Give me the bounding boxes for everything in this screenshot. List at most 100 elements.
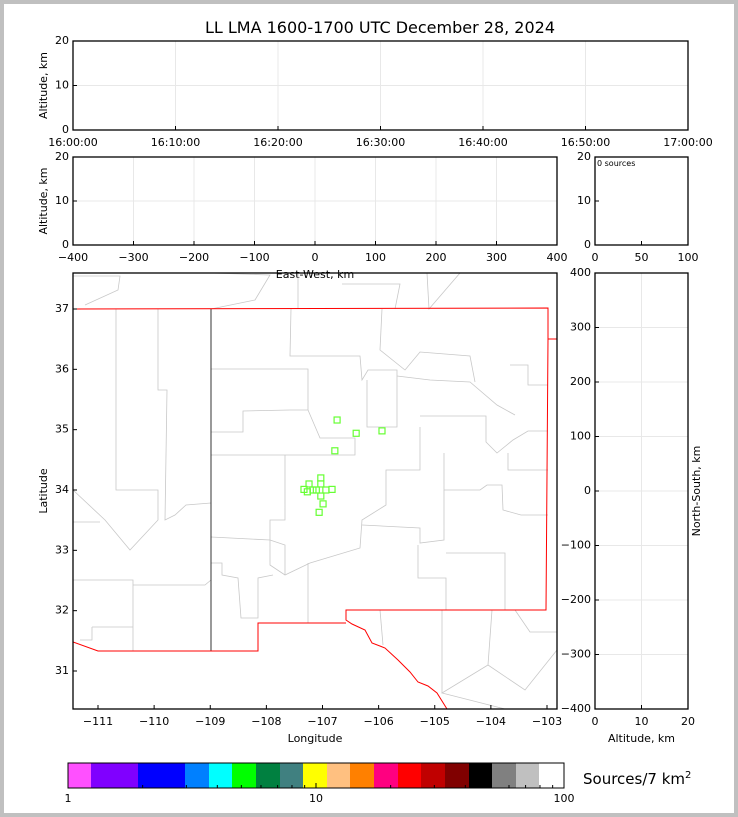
lightning-source-marker	[317, 492, 325, 500]
figure-canvas: LL LMA 1600-1700 UTC December 28, 2024 1…	[37, 18, 713, 805]
colorbar-segment	[398, 763, 421, 788]
y-tick-label: 20	[55, 150, 69, 163]
x-tick-label: 400	[547, 251, 568, 264]
x-tick-label: 100	[365, 251, 386, 264]
y-tick-label: 0	[62, 238, 69, 251]
county-boundary	[73, 275, 121, 306]
county-boundary	[507, 453, 548, 471]
x-tick-label: −105	[420, 715, 450, 728]
lightning-source-marker	[312, 486, 320, 494]
x-tick-label: −109	[195, 715, 225, 728]
red-boundary	[73, 622, 346, 652]
lightning-source-marker	[378, 427, 386, 435]
x-tick-label: 16:40:00	[458, 136, 507, 149]
y-tick-label: 0	[584, 484, 591, 497]
colorbar-tick-label: 1	[65, 792, 72, 805]
x-tick-label: −300	[118, 251, 148, 264]
x-tick-label: 16:30:00	[356, 136, 405, 149]
colorbar-label: Sources/7 km2	[583, 770, 691, 788]
x-tick-label: −108	[251, 715, 281, 728]
county-boundary	[510, 364, 548, 386]
county-boundary	[487, 649, 557, 691]
y-tick-label: 20	[577, 150, 591, 163]
x-tick-label: 20	[681, 715, 695, 728]
county-boundary	[73, 309, 159, 551]
county-boundary	[80, 627, 93, 641]
colorbar-segment	[421, 763, 445, 788]
lightning-source-marker	[331, 447, 339, 455]
county-boundary	[211, 368, 309, 433]
y-axis-label: Altitude, km	[37, 52, 50, 119]
axes-frame	[594, 156, 689, 246]
x-tick-label: 0	[592, 715, 599, 728]
y-tick-label: 100	[570, 430, 591, 443]
y-tick-label: −300	[561, 648, 591, 661]
y-tick-label: 10	[55, 194, 69, 207]
lightning-source-marker	[315, 508, 323, 516]
colorbar-segment	[68, 763, 91, 788]
lightning-source-marker	[319, 500, 327, 508]
colorbar-segment	[469, 763, 492, 788]
y-tick-label: −400	[561, 702, 591, 715]
northsouth-altitude-panel: 0 10 20 −400 −300 −200 −100 0 100 200 300 400 Altitu…	[561, 266, 703, 745]
y-tick-label: 37	[55, 302, 69, 315]
colorbar-segment	[327, 763, 350, 788]
x-tick-label: 100	[678, 251, 699, 264]
x-tick-label: 16:50:00	[561, 136, 610, 149]
x-tick-label: 50	[635, 251, 649, 264]
y-tick-label: 32	[55, 604, 69, 617]
lightning-source-marker	[352, 429, 360, 437]
y-axis-label: Altitude, km	[37, 167, 50, 234]
lightning-source-marker	[303, 488, 311, 496]
y-tick-label: −100	[561, 539, 591, 552]
county-boundary	[514, 609, 557, 633]
lightning-source-marker	[322, 486, 330, 494]
y-tick-label: 200	[570, 375, 591, 388]
colorbar-segment	[303, 763, 327, 788]
x-tick-label: 200	[426, 251, 447, 264]
x-tick-label: −103	[532, 715, 562, 728]
x-tick-label: 16:00:00	[48, 136, 97, 149]
y-tick-label: 0	[584, 238, 591, 251]
colorbar-segment	[185, 763, 209, 788]
x-tick-label: 16:10:00	[151, 136, 200, 149]
x-axis-label: Altitude, km	[608, 732, 675, 745]
plan-view-map-panel: −111 −110 −109 −108 −107 −106 −105 −104 −103 31 32…	[37, 272, 562, 745]
county-boundary	[342, 283, 401, 310]
y-tick-label: 10	[55, 79, 69, 92]
x-axis-label: Longitude	[288, 732, 343, 745]
y-tick-label: 35	[55, 423, 69, 436]
x-tick-label: −400	[58, 251, 88, 264]
x-tick-label: 0	[592, 251, 599, 264]
county-boundary	[396, 375, 516, 416]
lma-figure: LL LMA 1600-1700 UTC December 28, 2024 1…	[4, 4, 734, 813]
lightning-source-marker	[328, 485, 336, 493]
colorbar-segment	[232, 763, 256, 788]
colorbar-segment	[445, 763, 469, 788]
y-tick-label: 20	[55, 34, 69, 47]
x-tick-label: −111	[83, 715, 113, 728]
x-tick-label: −200	[179, 251, 209, 264]
map-boundaries	[73, 273, 557, 709]
county-boundary	[417, 545, 447, 610]
county-boundary	[269, 427, 421, 576]
y-tick-label: 300	[570, 321, 591, 334]
colorbar-segment	[91, 763, 138, 788]
y-tick-label: 36	[55, 362, 69, 375]
colorbar-segment	[280, 763, 303, 788]
y-tick-label: 33	[55, 543, 69, 556]
x-tick-label: −106	[364, 715, 394, 728]
y-tick-label: 400	[570, 266, 591, 279]
lightning-source-marker	[317, 474, 325, 482]
x-tick-label: 10	[635, 715, 649, 728]
colorbar-tick-label: 100	[554, 792, 575, 805]
colorbar-segment	[516, 763, 539, 788]
x-tick-label: −100	[239, 251, 269, 264]
altitude-time-panel: 16:00:00 16:10:00 16:20:00 16:30:00 16:40:00…	[37, 34, 713, 149]
panels: 16:00:00 16:10:00 16:20:00 16:30:00 16:40:00…	[37, 34, 713, 805]
county-boundary	[446, 552, 506, 610]
x-tick-label: 300	[486, 251, 507, 264]
colorbar-segment	[256, 763, 280, 788]
county-boundary	[361, 490, 445, 544]
x-axis-label: East-West, km	[276, 268, 354, 281]
